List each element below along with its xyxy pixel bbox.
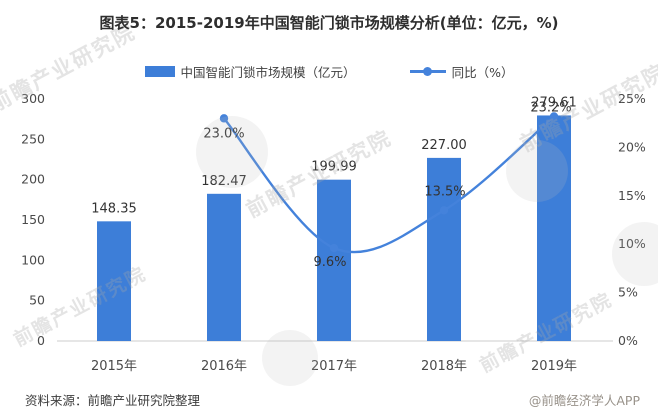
right-axis-tick: 10%	[618, 236, 646, 251]
right-axis-tick: 20%	[618, 139, 646, 154]
credit-note: @前瞻经济学人APP	[528, 393, 640, 408]
yoy-value-label: 13.5%	[424, 184, 465, 199]
bar-value-label: 148.35	[91, 201, 137, 216]
yoy-line	[223, 115, 555, 254]
yoy-value-label: 23.2%	[530, 100, 571, 115]
right-axis-tick: 5%	[618, 285, 638, 300]
left-axis-tick: 250	[21, 131, 45, 146]
x-axis-label: 2015年	[91, 359, 137, 374]
left-axis-tick: 50	[29, 293, 45, 308]
x-axis-label: 2017年	[311, 359, 357, 374]
x-axis-label: 2019年	[531, 359, 577, 374]
yoy-point-2017年	[329, 243, 339, 253]
legend-label-market-size: 中国智能门锁市场规模（亿元）	[180, 65, 356, 80]
legend-item-yoy[interactable]: 同比（%）	[409, 62, 514, 81]
left-axis-tick: 0	[37, 333, 45, 348]
bar-swatch-icon	[144, 66, 175, 77]
yoy-point-2016年	[219, 114, 229, 123]
bar-2015年	[97, 221, 131, 341]
line-swatch-icon	[409, 67, 446, 76]
bar-value-label: 227.00	[421, 138, 467, 153]
left-axis-tick: 150	[21, 212, 45, 227]
legend-item-market-size[interactable]: 中国智能门锁市场规模（亿元）	[144, 62, 356, 81]
yoy-point-2019年	[549, 112, 559, 121]
right-axis-tick: 15%	[618, 188, 646, 203]
bar-value-label: 279.61	[531, 95, 577, 110]
bar-2017年	[317, 179, 351, 341]
x-axis-label: 2016年	[201, 359, 247, 374]
legend: 中国智能门锁市场规模（亿元） 同比（%）	[0, 62, 658, 81]
left-axis-tick: 100	[21, 252, 45, 267]
yoy-point-2018年	[439, 206, 449, 215]
source-note: 资料来源：前瞻产业研究院整理	[25, 393, 201, 408]
right-axis-tick: 0%	[618, 333, 638, 348]
yoy-value-label: 9.6%	[313, 255, 346, 270]
chart-title: 图表5：2015-2019年中国智能门锁市场规模分析(单位：亿元，%)	[99, 14, 559, 32]
bar-2016年	[207, 193, 241, 341]
right-axis-tick: 25%	[618, 91, 646, 106]
bar-2019年	[537, 115, 571, 341]
left-axis-tick: 300	[21, 91, 45, 106]
legend-label-yoy: 同比（%）	[451, 65, 514, 80]
yoy-value-label: 23.0%	[203, 126, 244, 141]
bar-2018年	[427, 157, 461, 341]
x-axis-label: 2018年	[421, 359, 467, 374]
bar-value-label: 199.99	[311, 160, 357, 175]
bar-value-label: 182.47	[201, 174, 247, 189]
left-axis-tick: 200	[21, 172, 45, 187]
